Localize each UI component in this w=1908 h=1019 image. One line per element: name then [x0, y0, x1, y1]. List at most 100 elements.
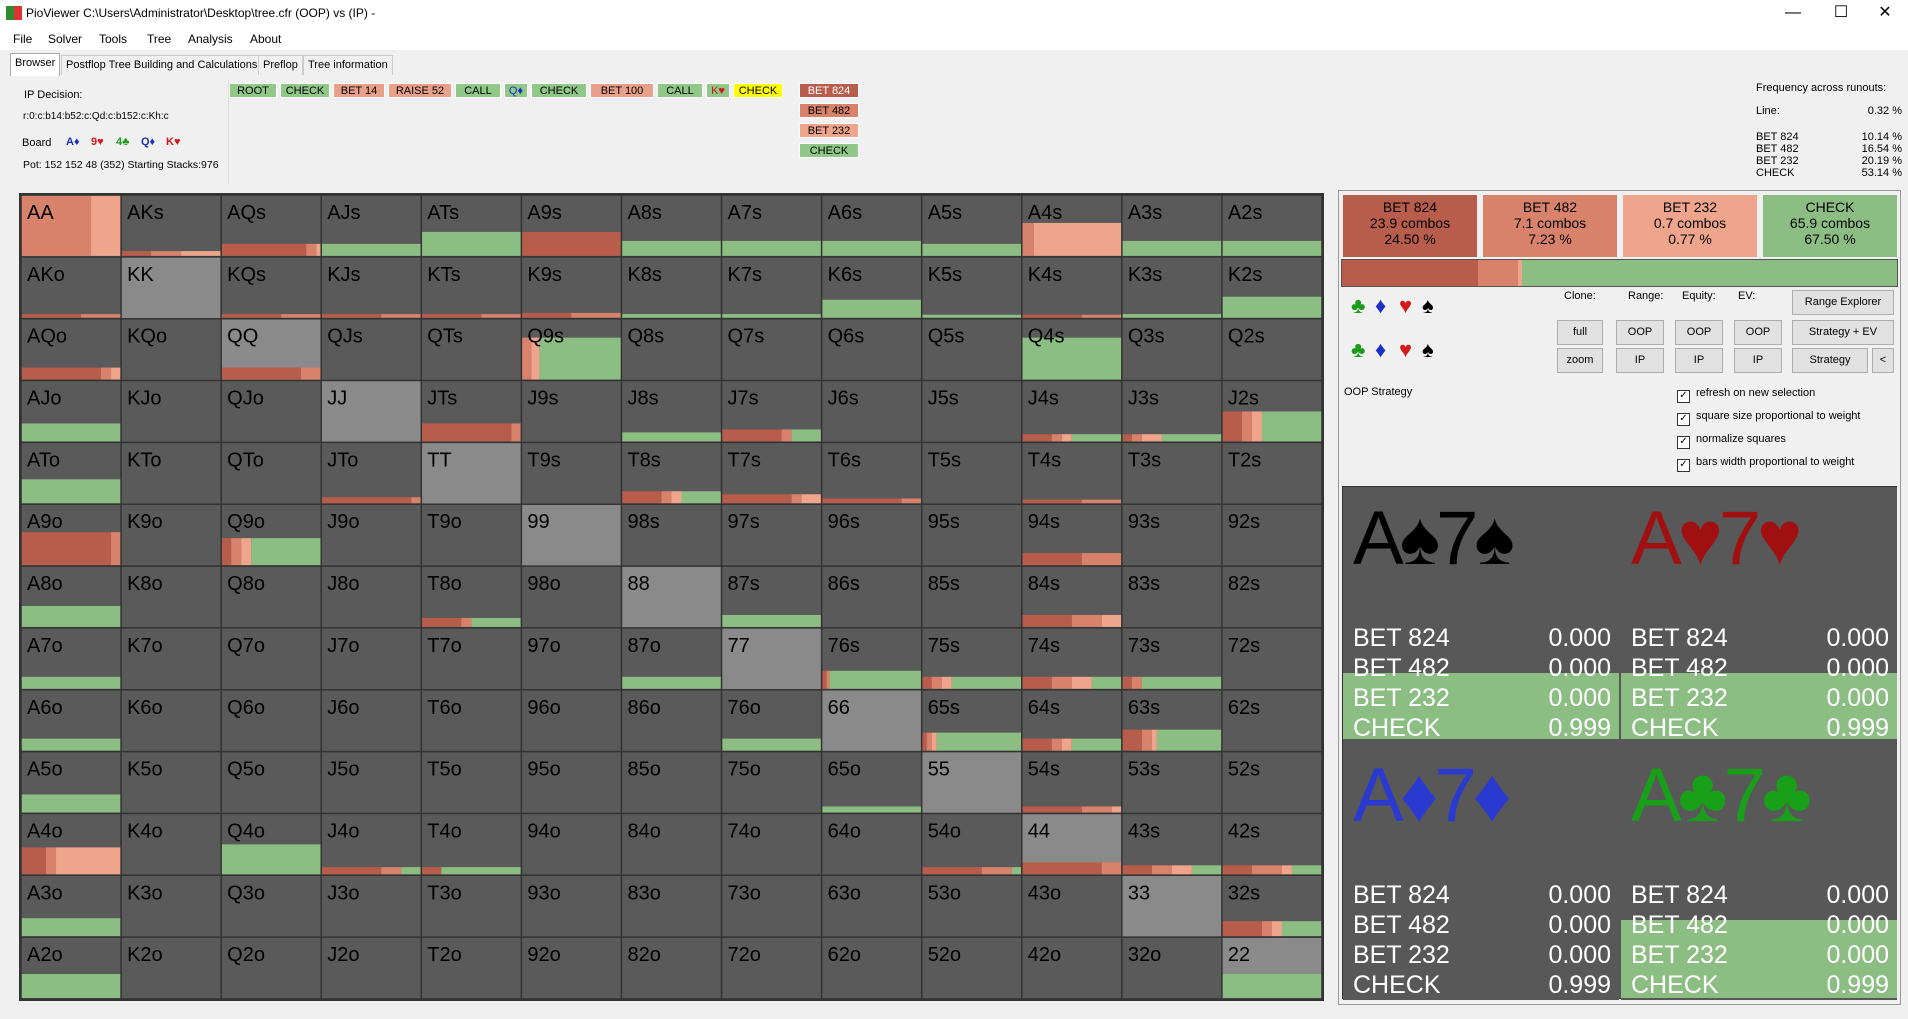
- hand-cell-Q4s[interactable]: Q4s: [1021, 318, 1122, 381]
- hand-cell-K4s[interactable]: K4s: [1021, 256, 1122, 319]
- hand-cell-96s[interactable]: 96s: [821, 504, 922, 567]
- hand-cell-JJ[interactable]: JJ: [321, 380, 422, 443]
- hand-cell-Q3s[interactable]: Q3s: [1121, 318, 1222, 381]
- hand-cell-73s[interactable]: 73s: [1121, 627, 1222, 690]
- square-size-checkbox[interactable]: ✓ square size proportional to weight: [1677, 410, 1860, 426]
- hand-cell-Q7s[interactable]: Q7s: [721, 318, 822, 381]
- hand-cell-J5s[interactable]: J5s: [921, 380, 1022, 443]
- tab-tree-information[interactable]: Tree information: [303, 55, 393, 75]
- range-oop-button[interactable]: OOP: [1616, 320, 1664, 345]
- hand-cell-32o[interactable]: 32o: [1121, 937, 1222, 999]
- hand-cell-87o[interactable]: 87o: [621, 627, 722, 690]
- hand-cell-K9s[interactable]: K9s: [521, 256, 622, 319]
- filter-heart-icon-2[interactable]: ♥: [1399, 337, 1413, 362]
- hand-cell-97o[interactable]: 97o: [521, 627, 622, 690]
- combo-spades[interactable]: A♠7♠ BET 824 0.000 BET 482 0.000 BET 232 0.…: [1343, 487, 1619, 743]
- hand-cell-T9s[interactable]: T9s: [521, 442, 622, 505]
- refresh-checkbox[interactable]: ✓ refresh on new selection: [1677, 387, 1815, 403]
- hand-cell-Q4o[interactable]: Q4o: [221, 813, 322, 876]
- hand-cell-94s[interactable]: 94s: [1021, 504, 1122, 567]
- hand-cell-T5o[interactable]: T5o: [421, 751, 522, 814]
- hand-cell-KTo[interactable]: KTo: [121, 442, 222, 505]
- hand-cell-T4o[interactable]: T4o: [421, 813, 522, 876]
- hand-cell-AQs[interactable]: AQs: [221, 195, 322, 257]
- tree-option-bet-824[interactable]: BET 824: [799, 83, 859, 98]
- hand-cell-62o[interactable]: 62o: [821, 937, 922, 999]
- hand-cell-96o[interactable]: 96o: [521, 689, 622, 752]
- filter-diamond-icon[interactable]: ♦: [1375, 293, 1387, 318]
- hand-cell-86s[interactable]: 86s: [821, 566, 922, 628]
- hand-cell-JTo[interactable]: JTo: [321, 442, 422, 505]
- hand-cell-86o[interactable]: 86o: [621, 689, 722, 752]
- tree-node-check[interactable]: CHECK: [280, 83, 330, 98]
- hand-cell-QQ[interactable]: QQ: [221, 318, 322, 381]
- hand-cell-A8s[interactable]: A8s: [621, 195, 722, 257]
- hand-cell-63s[interactable]: 63s: [1121, 689, 1222, 752]
- clone-full-button[interactable]: full: [1557, 320, 1603, 345]
- hand-cell-72o[interactable]: 72o: [721, 937, 822, 999]
- hand-cell-95o[interactable]: 95o: [521, 751, 622, 814]
- hand-cell-A6s[interactable]: A6s: [821, 195, 922, 257]
- hand-cell-T9o[interactable]: T9o: [421, 504, 522, 567]
- hand-cell-J8o[interactable]: J8o: [321, 566, 422, 628]
- hand-cell-K4o[interactable]: K4o: [121, 813, 222, 876]
- hand-cell-J4o[interactable]: J4o: [321, 813, 422, 876]
- hand-cell-Q6o[interactable]: Q6o: [221, 689, 322, 752]
- hand-cell-ATs[interactable]: ATs: [421, 195, 522, 257]
- hand-cell-53s[interactable]: 53s: [1121, 751, 1222, 814]
- hand-cell-J3o[interactable]: J3o: [321, 875, 422, 938]
- hand-cell-J6s[interactable]: J6s: [821, 380, 922, 443]
- collapse-button[interactable]: <: [1872, 348, 1894, 373]
- minimize-button[interactable]: —: [1785, 4, 1801, 21]
- menu-file[interactable]: File: [13, 32, 33, 46]
- tree-node-root[interactable]: ROOT: [229, 83, 277, 98]
- hand-cell-42o[interactable]: 42o: [1021, 937, 1122, 999]
- hand-cell-T6s[interactable]: T6s: [821, 442, 922, 505]
- hand-cell-33[interactable]: 33: [1121, 875, 1222, 938]
- hand-cell-K7o[interactable]: K7o: [121, 627, 222, 690]
- hand-cell-44[interactable]: 44: [1021, 813, 1122, 876]
- checkbox-icon[interactable]: ✓: [1677, 459, 1690, 472]
- hand-cell-A2s[interactable]: A2s: [1221, 195, 1322, 257]
- range-explorer-button[interactable]: Range Explorer: [1792, 290, 1894, 315]
- hand-cell-J4s[interactable]: J4s: [1021, 380, 1122, 443]
- hand-cell-J3s[interactable]: J3s: [1121, 380, 1222, 443]
- hand-cell-97s[interactable]: 97s: [721, 504, 822, 567]
- hand-cell-AKs[interactable]: AKs: [121, 195, 222, 257]
- hand-cell-32s[interactable]: 32s: [1221, 875, 1322, 938]
- hand-cell-JTs[interactable]: JTs: [421, 380, 522, 443]
- menu-solver[interactable]: Solver: [48, 32, 83, 46]
- hand-cell-74o[interactable]: 74o: [721, 813, 822, 876]
- tab-browser[interactable]: Browser: [10, 53, 61, 76]
- hand-cell-K6s[interactable]: K6s: [821, 256, 922, 319]
- hand-cell-A2o[interactable]: A2o: [21, 937, 122, 999]
- hand-cell-Q5s[interactable]: Q5s: [921, 318, 1022, 381]
- hand-cell-A9o[interactable]: A9o: [21, 504, 122, 567]
- hand-cell-T8o[interactable]: T8o: [421, 566, 522, 628]
- hand-cell-K2o[interactable]: K2o: [121, 937, 222, 999]
- hand-cell-83s[interactable]: 83s: [1121, 566, 1222, 628]
- hand-cell-AQo[interactable]: AQo: [21, 318, 122, 381]
- combo-hearts[interactable]: A♥7♥ BET 824 0.000 BET 482 0.000 BET 232 0.…: [1621, 487, 1897, 743]
- hand-cell-76o[interactable]: 76o: [721, 689, 822, 752]
- filter-club-icon[interactable]: ♣: [1351, 293, 1366, 318]
- hand-cell-43o[interactable]: 43o: [1021, 875, 1122, 938]
- hand-cell-95s[interactable]: 95s: [921, 504, 1022, 567]
- hand-cell-K5o[interactable]: K5o: [121, 751, 222, 814]
- hand-cell-Q8o[interactable]: Q8o: [221, 566, 322, 628]
- hand-cell-T4s[interactable]: T4s: [1021, 442, 1122, 505]
- hand-cell-Q2o[interactable]: Q2o: [221, 937, 322, 999]
- hand-cell-66[interactable]: 66: [821, 689, 922, 752]
- tree-option-bet-232[interactable]: BET 232: [799, 123, 859, 138]
- hand-cell-T2o[interactable]: T2o: [421, 937, 522, 999]
- hand-cell-76s[interactable]: 76s: [821, 627, 922, 690]
- hand-cell-63o[interactable]: 63o: [821, 875, 922, 938]
- hand-cell-A4s[interactable]: A4s: [1021, 195, 1122, 257]
- hand-cell-K7s[interactable]: K7s: [721, 256, 822, 319]
- hand-cell-Q6s[interactable]: Q6s: [821, 318, 922, 381]
- hand-cell-62s[interactable]: 62s: [1221, 689, 1322, 752]
- maximize-button[interactable]: ☐: [1833, 4, 1849, 21]
- hand-cell-J9o[interactable]: J9o: [321, 504, 422, 567]
- hand-cell-52o[interactable]: 52o: [921, 937, 1022, 999]
- hand-cell-T3s[interactable]: T3s: [1121, 442, 1222, 505]
